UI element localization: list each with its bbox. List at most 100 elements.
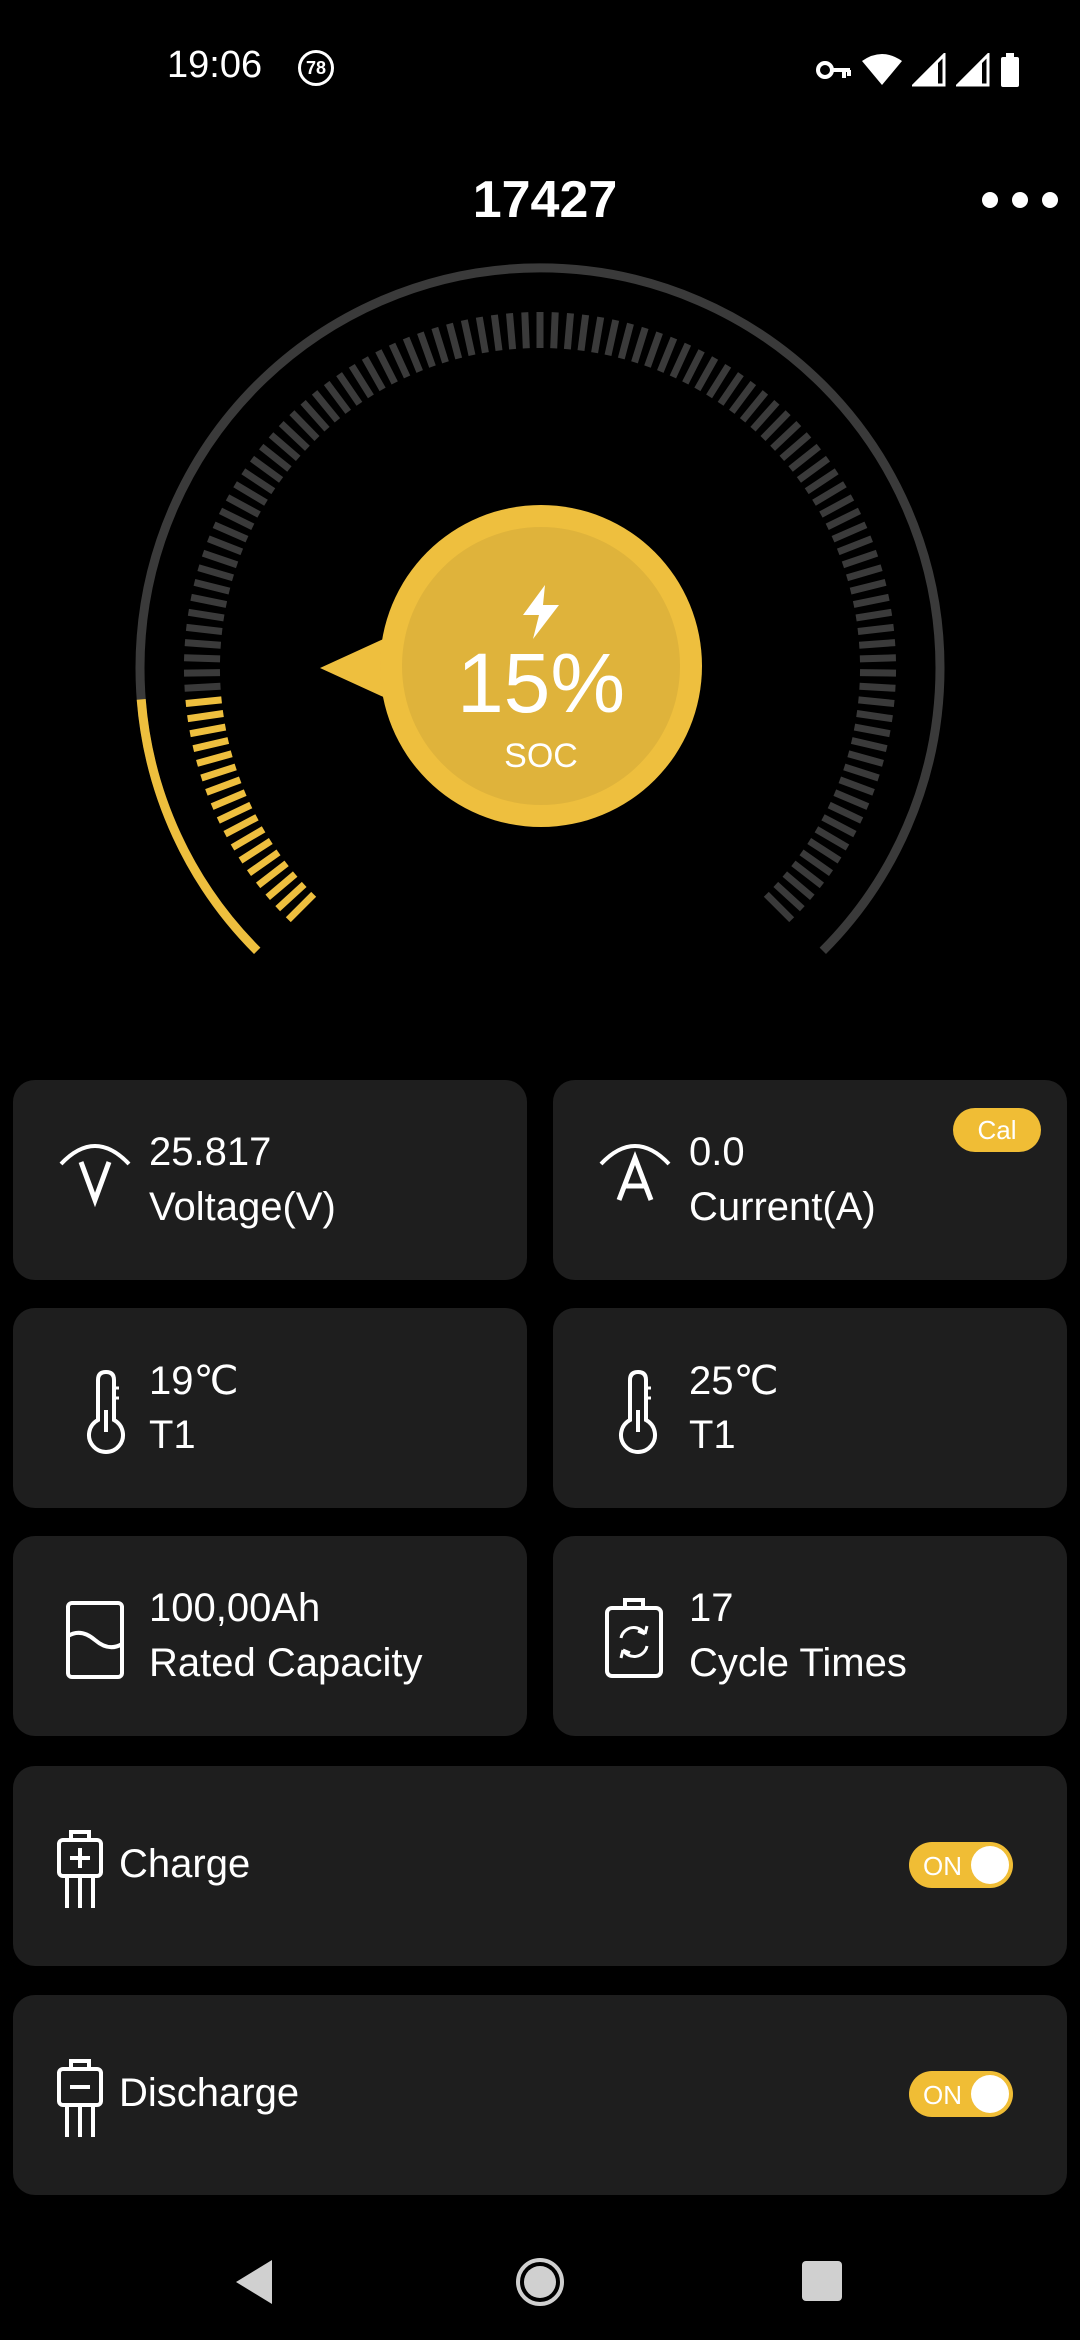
gauge-tick [814,826,850,851]
gauge-tick [850,737,888,753]
gauge-tick [200,763,237,782]
gauge-tick [197,564,234,582]
gauge-tick [388,342,411,379]
calibrate-button[interactable]: Cal [953,1108,1041,1152]
discharge-toggle[interactable]: ON [909,2071,1013,2117]
toggle-knob [971,1846,1009,1884]
gauge-tick [185,623,223,635]
soc-label: SOC [504,737,578,775]
gauge-tick [187,710,224,723]
gauge-tick [706,363,732,399]
gauge-tick [694,356,719,392]
gauge-tick [225,494,261,518]
gauge-tick [796,455,831,483]
gauge-tick [550,312,559,349]
gauge-tick [788,443,821,472]
soc-value: 15% [456,636,626,730]
home-icon[interactable] [516,2258,564,2306]
gauge-tick [193,579,231,595]
charge-toggle-state: ON [923,1851,962,1881]
soc-bubble: 15% SOC [380,505,702,827]
gauge-tick [858,639,896,649]
gauge-tick [847,750,884,767]
gauge-tick [859,654,897,663]
discharge-toggle-state: ON [923,2080,962,2110]
gauge-tick [807,838,842,864]
temperature-1-value: 19℃ [149,1359,239,1403]
gauge-tick [657,336,678,373]
cycle-times-label: Cycle Times [689,1641,907,1685]
discharge-row: Discharge ON [13,1995,1067,2195]
gauge-tick [841,549,879,569]
rated-capacity-card: 100,00Ah Rated Capacity [13,1536,527,1736]
gauge-tick [460,319,476,357]
temperature-2-label: T1 [689,1413,736,1457]
gauge-tick [212,521,249,543]
gauge-tick [821,814,857,838]
gauge-tick [812,481,847,506]
gauge-tick [717,372,744,406]
gauge-tick [249,455,284,483]
gauge-tick [207,535,244,556]
gauge-tick [773,881,805,912]
status-icons [816,52,1020,88]
gauge-tick [506,312,517,350]
lightning-icon [523,585,559,639]
gauge-tick [259,443,292,472]
current-icon [599,1144,671,1201]
more-menu-icon[interactable] [982,192,1058,208]
current-card: 0.0 Current(A) Cal [553,1080,1067,1280]
wifi-icon [862,54,902,85]
rated-capacity-value: 100,00Ah [149,1586,321,1630]
gauge-tick [804,468,839,495]
gauge-tick [241,468,276,495]
gauge-tick [856,710,893,723]
gauge-tick [728,380,757,414]
gauge-tick [187,608,225,622]
system-nav-bar [0,2200,1080,2340]
gauge-tick [849,579,887,595]
gauge-tick [185,696,222,707]
gauge-tick [265,871,298,900]
voltage-label: Voltage(V) [149,1185,336,1229]
gauge-tick [859,682,896,692]
gauge-tick [311,390,341,423]
gauge-tick [475,316,489,354]
gauge-tick [223,814,259,838]
gauge-tick [238,838,273,864]
gauge-tick [669,342,692,379]
gauge-tick [750,399,780,432]
recents-icon[interactable] [802,2261,842,2301]
gauge-tick [446,322,463,360]
gauge-tick [833,789,870,810]
gauge-tick [375,349,398,385]
gauge-tick [770,421,802,451]
gauge-tick [275,881,307,912]
voltage-card: 25.817 Voltage(V) [13,1080,527,1280]
gauge-tick [819,494,855,518]
capacity-icon [66,1601,124,1679]
gauge-tick [230,826,266,851]
back-icon[interactable] [236,2260,272,2304]
charge-toggle[interactable]: ON [909,1842,1013,1888]
gauge-tick [233,481,268,506]
page-title: 17427 [472,171,618,229]
charge-row: Charge ON [13,1766,1067,1966]
gauge-tick [289,410,320,441]
gauge-tick [201,549,239,569]
gauge-tick [521,312,530,349]
gauge-tick [285,891,317,923]
gauge-tick [255,860,289,889]
gauge-tick [591,316,605,354]
signal-icon [912,53,946,87]
gauge-tick [843,763,880,782]
voltage-value: 25.817 [149,1130,272,1174]
discharge-label: Discharge [119,2071,300,2115]
gauge-tick [760,410,791,441]
gauge-tick [577,314,590,352]
gauge-tick [763,891,795,923]
gauge-tick [361,356,386,392]
gauge-tick [853,723,891,738]
gauge-tick [838,776,875,796]
soc-pointer [320,636,390,700]
